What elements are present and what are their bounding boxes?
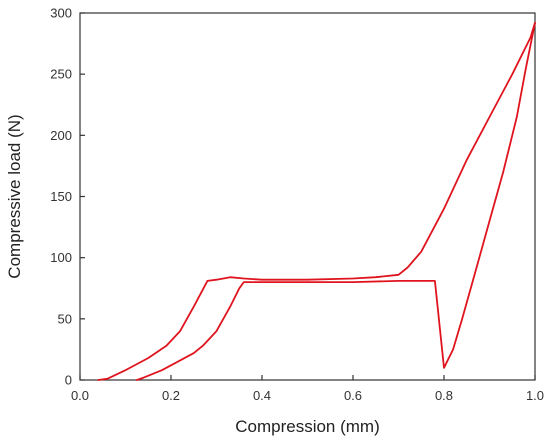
series-line-2 [135,21,536,381]
x-axis-label: Compression (mm) [235,417,380,436]
y-axis-label: Compressive load (N) [5,114,24,278]
y-tick-label: 250 [50,67,72,82]
plot-frame [79,12,536,381]
series-line-1 [97,21,536,381]
y-tick-label: 100 [50,250,72,265]
x-tick-label: 0.2 [162,388,180,403]
y-tick-label: 0 [65,373,72,388]
x-tick-label: 0.0 [71,388,89,403]
y-tick-label: 200 [50,128,72,143]
y-tick-label: 50 [58,311,72,326]
x-tick-label: 0.8 [435,388,453,403]
y-tick-label: 150 [50,189,72,204]
x-tick-label: 1.0 [526,388,544,403]
y-tick-label: 300 [50,6,72,21]
x-tick-label: 0.6 [344,388,362,403]
x-tick-label: 0.4 [253,388,271,403]
axes: 0.0 0.2 0.4 0.6 0.8 1.0 0 50 100 150 200 250 300 [50,6,544,404]
series-layer [97,21,536,381]
